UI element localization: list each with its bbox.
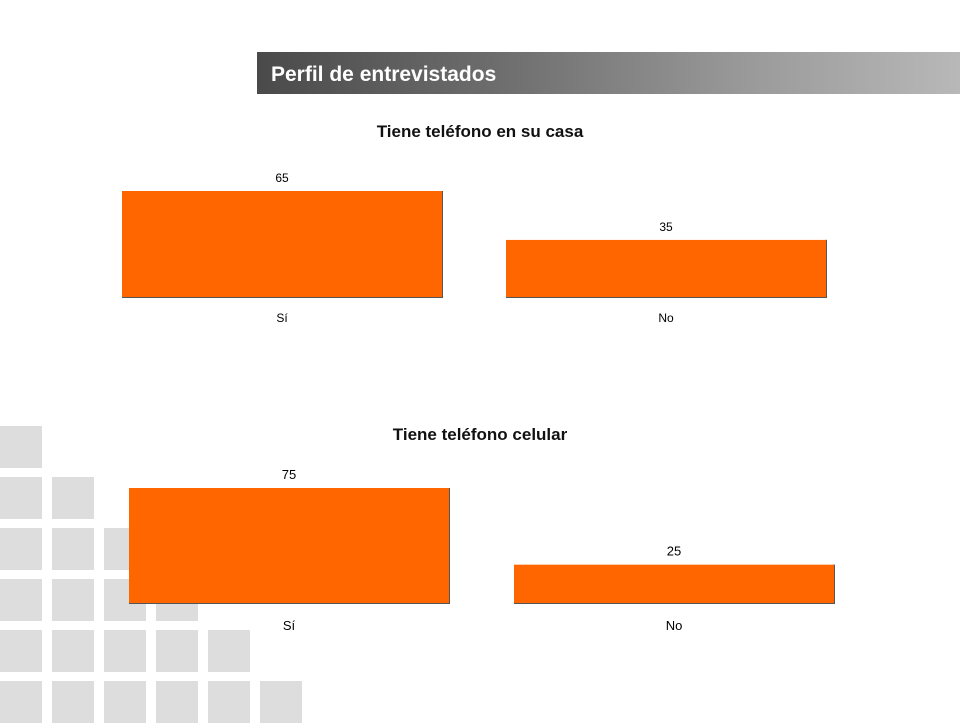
bar-s xyxy=(129,488,449,603)
category-label: Sí xyxy=(276,311,288,325)
category-label: No xyxy=(666,618,683,633)
bar-no xyxy=(506,239,826,297)
category-label: Sí xyxy=(283,618,296,633)
chart-home-phone-plot: 65 Sí 35 No xyxy=(122,171,827,325)
page-title-bar: Perfil de entrevistados xyxy=(257,52,960,94)
bar-no xyxy=(514,564,834,603)
page-title: Perfil de entrevistados xyxy=(271,63,497,86)
bar-value-label: 65 xyxy=(275,171,289,185)
bar-value-label: 35 xyxy=(659,220,673,234)
bar-value-label: 75 xyxy=(282,467,296,482)
category-label: No xyxy=(658,311,674,325)
chart-title-mobile-phone: Tiene teléfono celular xyxy=(392,425,568,444)
chart-title-home-phone: Tiene teléfono en su casa xyxy=(376,122,584,141)
bar-value-label: 25 xyxy=(667,544,681,559)
bar-s xyxy=(122,191,442,297)
